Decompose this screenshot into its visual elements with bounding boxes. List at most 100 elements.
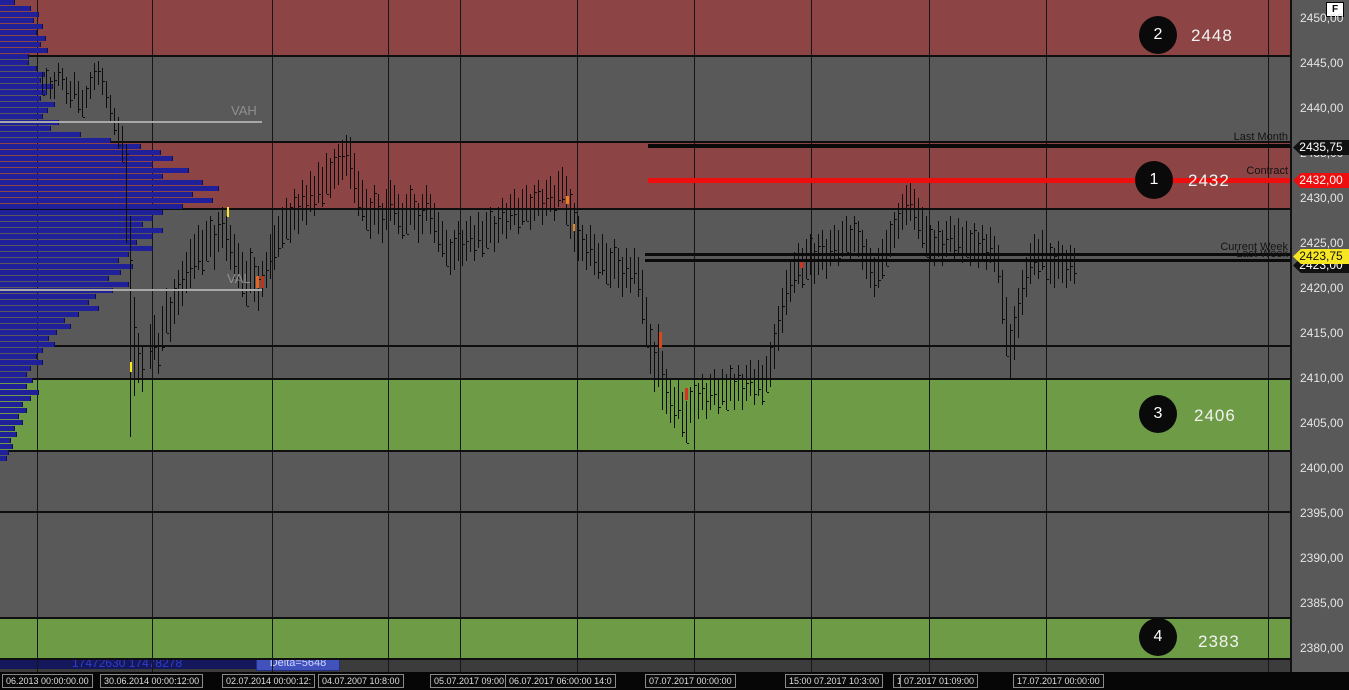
- ohlc-close-tick: [627, 267, 629, 269]
- ohlc-bar: [1046, 238, 1047, 279]
- ohlc-close-tick: [511, 215, 513, 217]
- volume-profile-row: [0, 402, 23, 407]
- price-tick-label: 2405,00: [1300, 416, 1344, 430]
- grid-vertical-line: [577, 0, 578, 672]
- ohlc-close-tick: [599, 271, 601, 273]
- ohlc-close-tick: [491, 210, 493, 212]
- volume-profile-row: [0, 72, 45, 77]
- contract-level-label: Contract: [1246, 165, 1288, 177]
- grid-vertical-line: [811, 0, 812, 672]
- ohlc-bar: [886, 229, 887, 266]
- ohlc-close-tick: [419, 214, 421, 216]
- ohlc-bar: [846, 216, 847, 252]
- volume-profile-row: [0, 366, 31, 371]
- ohlc-bar: [778, 306, 779, 351]
- volume-profile-row: [0, 420, 23, 425]
- ohlc-close-tick: [483, 252, 485, 254]
- ohlc-bar: [522, 189, 523, 225]
- ohlc-close-tick: [247, 306, 249, 307]
- ohlc-bar: [870, 247, 871, 288]
- ohlc-bar: [182, 261, 183, 306]
- volume-profile-row: [0, 240, 137, 245]
- ohlc-close-tick: [551, 197, 553, 199]
- ohlc-close-tick: [475, 250, 477, 252]
- ohlc-bar: [150, 324, 151, 369]
- ohlc-bar: [858, 220, 859, 257]
- ohlc-bar: [814, 243, 815, 284]
- ohlc-bar: [338, 144, 339, 185]
- ohlc-close-tick: [675, 415, 677, 417]
- price-tag: 2435,75: [1293, 140, 1349, 155]
- ohlc-close-tick: [467, 240, 469, 242]
- ohlc-bar: [790, 261, 791, 302]
- ohlc-bar: [66, 76, 67, 104]
- ohlc-close-tick: [807, 279, 809, 280]
- ohlc-close-tick: [391, 204, 393, 206]
- ohlc-bar: [346, 135, 347, 176]
- ohlc-bar: [538, 180, 539, 216]
- ohlc-bar: [174, 279, 175, 324]
- ohlc-close-tick: [943, 243, 945, 245]
- ohlc-close-tick: [167, 333, 169, 334]
- volume-profile-row: [0, 342, 55, 347]
- price-chart-canvas[interactable]: 2017.11.07 12:00:00O:2423,50H:2424,75L:2…: [0, 0, 1290, 672]
- ohlc-close-tick: [459, 232, 461, 234]
- ohlc-bar: [242, 252, 243, 297]
- ohlc-bar: [894, 211, 895, 248]
- ohlc-close-tick: [743, 387, 745, 389]
- ohlc-close-tick: [503, 212, 505, 214]
- ohlc-close-tick: [211, 220, 213, 222]
- ohlc-bar: [986, 234, 987, 270]
- ohlc-bar: [646, 297, 647, 347]
- ohlc-bar: [162, 306, 163, 351]
- ohlc-close-tick: [651, 328, 653, 330]
- ohlc-close-tick: [355, 187, 357, 189]
- price-tick-label: 2445,00: [1300, 56, 1344, 70]
- ohlc-bar: [750, 360, 751, 396]
- ohlc-close-tick: [239, 279, 241, 280]
- ohlc-close-tick: [799, 275, 801, 277]
- ohlc-bar: [454, 229, 455, 270]
- ohlc-close-tick: [151, 351, 153, 352]
- ohlc-bar: [154, 315, 155, 360]
- ohlc-close-tick: [451, 242, 453, 244]
- ohlc-close-tick: [427, 202, 429, 204]
- time-axis[interactable]: 06.2013 00:00:00.00 30.06.2014 00:00:12:0…: [0, 672, 1349, 690]
- ohlc-close-tick: [871, 271, 873, 273]
- signal-marker: [256, 276, 259, 288]
- ohlc-close-tick: [471, 237, 473, 239]
- ohlc-close-tick: [191, 268, 193, 270]
- ohlc-bar: [762, 364, 763, 405]
- ohlc-close-tick: [343, 155, 345, 157]
- ohlc-close-tick: [119, 145, 121, 147]
- ohlc-bar: [534, 184, 535, 221]
- ohlc-close-tick: [699, 393, 701, 395]
- ohlc-close-tick: [439, 243, 441, 245]
- ohlc-bar: [282, 207, 283, 248]
- ohlc-close-tick: [1011, 329, 1013, 331]
- ohlc-bar: [294, 189, 295, 230]
- time-tick-label: 30.06.2014 00:00:12:00: [100, 674, 204, 688]
- volume-profile-row: [0, 30, 37, 35]
- ohlc-bar: [334, 148, 335, 189]
- ohlc-bar: [542, 189, 543, 225]
- ohlc-close-tick: [671, 405, 673, 406]
- ohlc-bar: [714, 369, 715, 405]
- ohlc-close-tick: [803, 283, 805, 285]
- ohlc-close-tick: [971, 233, 973, 235]
- ohlc-bar: [98, 61, 99, 86]
- grid-horizontal-line: [0, 208, 1290, 210]
- ohlc-close-tick: [1055, 255, 1057, 257]
- price-axis[interactable]: F 2450,002445,002440,002435,002430,00242…: [1290, 0, 1349, 672]
- ohlc-bar: [898, 202, 899, 239]
- ohlc-bar: [746, 364, 747, 401]
- ohlc-bar: [170, 297, 171, 342]
- grid-vertical-line: [1046, 0, 1047, 672]
- ohlc-close-tick: [899, 213, 901, 215]
- fixed-scale-badge[interactable]: F: [1326, 2, 1344, 17]
- grid-horizontal-line: [0, 378, 1290, 380]
- ohlc-bar: [926, 216, 927, 257]
- volume-profile-row: [0, 450, 9, 455]
- ohlc-close-tick: [331, 161, 333, 163]
- ohlc-bar: [222, 207, 223, 248]
